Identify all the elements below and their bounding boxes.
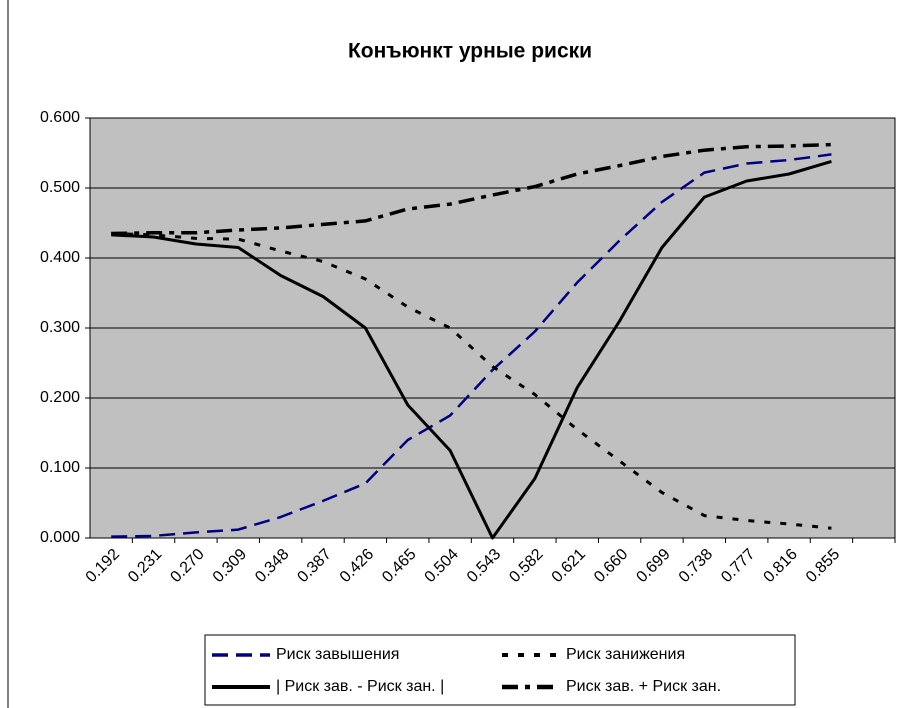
y-tick-label: 0.000 xyxy=(40,529,80,546)
legend-label: Риск занижения xyxy=(566,646,685,663)
y-tick-label: 0.400 xyxy=(40,249,80,266)
legend-box xyxy=(204,634,796,706)
y-tick-label: 0.200 xyxy=(40,389,80,406)
series-line xyxy=(111,153,832,538)
y-tick-label: 0.100 xyxy=(40,459,80,476)
legend-label: Риск завышения xyxy=(276,646,399,663)
y-tick-label: 0.500 xyxy=(40,179,80,196)
chart-title: Конъюнкт урные риски xyxy=(348,40,592,63)
y-tick-label: 0.300 xyxy=(40,319,80,336)
y-tick-label: 0.600 xyxy=(40,109,80,126)
series-line xyxy=(111,142,832,236)
legend-label: | Риск зав. - Риск зан. | xyxy=(276,678,444,695)
series-line xyxy=(111,232,832,530)
legend-label: Риск зав. + Риск зан. xyxy=(566,678,721,695)
series-line xyxy=(111,159,832,540)
